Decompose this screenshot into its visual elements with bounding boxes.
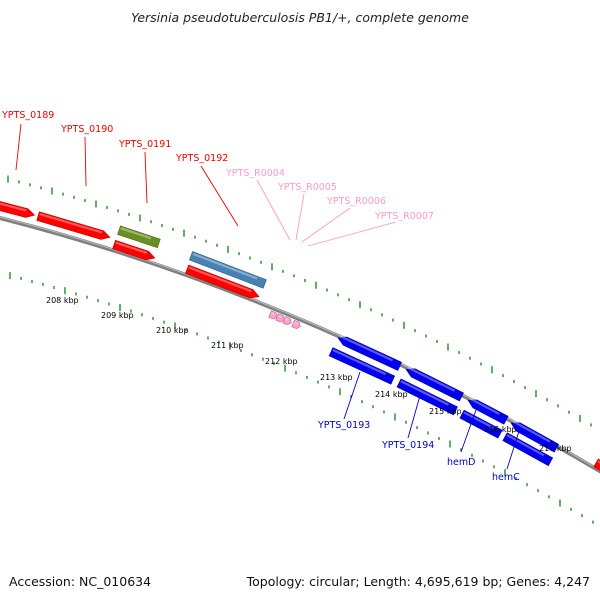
gene-ypts-0193-body [328,347,396,385]
label-ypts-r0007[interactable]: YPTS_R0007 [374,211,434,222]
callout-ypts-r0004 [256,179,291,241]
rna-feature-5-body [275,313,285,323]
callout-ypts-0192 [200,165,239,227]
gene-reverse-2-shine [407,366,455,392]
scale-label-212: 212 kbp [265,357,298,366]
rna-feature-5 [275,313,285,323]
gene-ypts-0189-shine [0,200,27,212]
gene-ypts-0193-shine [332,348,387,376]
rna-feature-7-body [291,319,301,330]
label-group-reverse: YPTS_0193 YPTS_0194 hemD hemC [317,420,520,483]
gene-ypts-0194-body [396,378,458,416]
label-ypts-0192[interactable]: YPTS_0192 [175,153,228,164]
gene-ypts-0189 [0,199,36,218]
gene-ypts-0192 [185,264,260,299]
gene-reverse-1-shine [339,335,394,362]
callout-ypts-r0007 [307,221,397,247]
label-group-forward: YPTS_0189 YPTS_0190 YPTS_0191 YPTS_0192 … [1,110,434,222]
rna-feature-7-shine [294,321,298,325]
label-ypts-r0005[interactable]: YPTS_R0005 [277,182,337,193]
feature-green-shine [120,227,152,240]
feature-track [0,199,600,472]
scale-label-215: 215 kbp [429,407,462,416]
feature-steelblue [189,251,267,289]
map-title: Yersinia pseudotuberculosis PB1/+, compl… [131,10,469,25]
scale-label-210: 210 kbp [156,326,189,335]
scale-label-216: 216 kbp [484,425,517,434]
scale-label-213: 213 kbp [320,373,353,382]
scale-label-209: 209 kbp [101,311,134,320]
scale-label-211: 211 kbp [211,341,244,350]
rna-feature-6 [282,316,292,326]
callout-ypts-0194 [407,391,422,439]
gene-ypts-0192-shine [188,266,252,293]
gene-reverse-4-body [510,422,560,453]
feature-green-body [117,225,161,249]
gene-forward-edge [593,458,600,472]
gene-ypts-0191-shine [115,241,148,255]
gene-hemc-body [502,432,554,467]
gene-ypts-0190-shine [39,212,103,234]
feature-steelblue-body [189,251,267,289]
gene-reverse-4 [510,420,560,453]
gene-reverse-3-body [467,399,509,425]
rna-feature-6-shine [285,317,289,322]
gene-reverse-3 [467,397,509,425]
label-ypts-0191[interactable]: YPTS_0191 [118,139,171,150]
scale-label-217: 217 kbp [539,444,572,453]
gene-ypts-0190 [36,211,111,240]
rna-feature-5-shine [278,314,282,319]
gene-ypts-0193 [328,347,396,385]
label-hemd[interactable]: hemD [447,457,475,468]
feature-steelblue-shine [192,252,258,280]
gene-hemd [459,409,503,439]
callout-ypts-0190 [84,136,87,187]
scale-label-208: 208 kbp [46,296,79,305]
gene-reverse-2 [405,366,464,402]
label-ypts-r0004[interactable]: YPTS_R0004 [225,168,285,179]
scale-labels: 208 kbp 209 kbp 210 kbp 211 kbp 212 kbp … [46,296,572,453]
gene-reverse-2-body [405,368,464,402]
callout-lines [15,123,521,470]
callout-ypts-0193 [343,371,361,420]
gene-reverse-1 [337,335,403,371]
callout-ypts-r0006 [301,207,351,243]
callout-hemc [506,427,521,470]
genome-summary-text: Topology: circular; Length: 4,695,619 bp… [246,574,590,589]
label-ypts-0194[interactable]: YPTS_0194 [381,440,434,451]
rna-feature-4 [268,310,278,320]
gene-ypts-0194-shine [400,380,449,406]
gene-ypts-0192-body [185,264,260,299]
gene-ypts-0194 [396,378,458,416]
gene-forward-edge-body [593,458,600,472]
gene-ypts-0191-body [112,239,156,261]
gene-ypts-0190-body [36,211,111,240]
gene-reverse-3-shine [469,397,500,415]
scale-label-214: 214 kbp [375,390,408,399]
label-ypts-0190[interactable]: YPTS_0190 [60,124,113,135]
rna-feature-4-body [268,310,278,320]
label-ypts-0193[interactable]: YPTS_0193 [317,420,370,431]
gene-ypts-0189-body [0,199,36,218]
rna-feature-7 [291,319,301,330]
callout-ypts-0189 [15,123,22,171]
callout-ypts-r0005 [295,193,305,241]
gene-reverse-1-body [337,336,403,371]
accession-text: Accession: NC_010634 [9,574,151,589]
gene-hemd-shine [463,411,494,429]
gene-ypts-0191 [112,239,156,261]
label-ypts-r0006[interactable]: YPTS_R0006 [326,196,386,207]
callout-ypts-0191 [144,151,148,204]
gene-reverse-4-shine [512,420,551,443]
feature-green [117,225,161,249]
label-hemc[interactable]: hemC [492,472,520,483]
rna-feature-4-shine [271,312,275,316]
label-ypts-0189[interactable]: YPTS_0189 [1,110,54,121]
callout-hemd [460,409,477,453]
gene-forward-edge-shine [597,460,600,466]
rna-feature-6-body [282,316,292,326]
gene-hemd-body [459,409,503,439]
tick-rows [7,175,594,524]
